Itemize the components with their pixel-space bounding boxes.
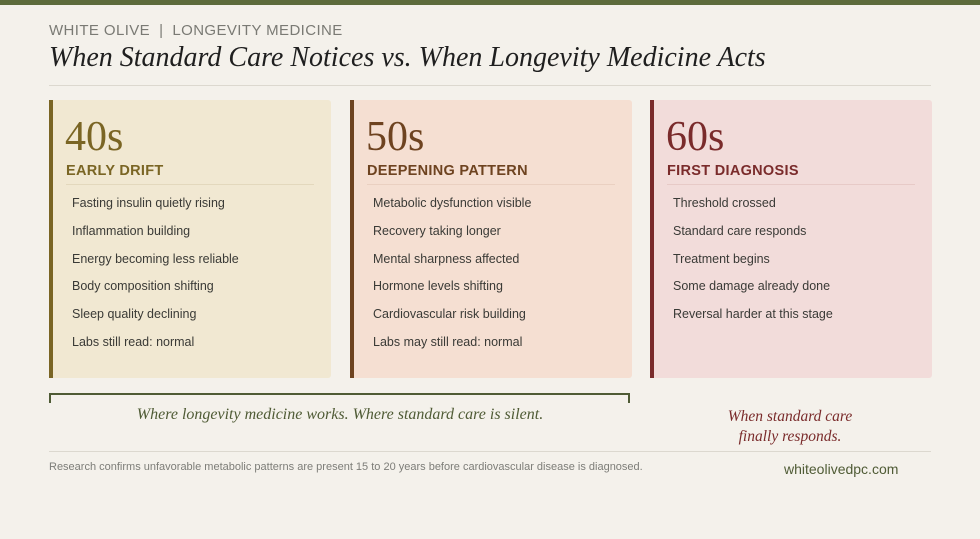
card-decade: 60s [666, 114, 725, 160]
list-item: Standard care responds [673, 223, 807, 238]
card-decade: 40s [65, 114, 124, 160]
list-item: Labs may still read: normal [373, 334, 523, 349]
list-item: Some damage already done [673, 279, 831, 294]
list-item: Recovery taking longer [373, 223, 501, 238]
standard-care-caption: When standard care finally responds. [690, 407, 890, 447]
list-item: Metabolic dysfunction visible [373, 196, 532, 210]
longevity-caption: Where longevity medicine works. Where st… [136, 406, 544, 423]
list-item: Body composition shifting [72, 279, 214, 294]
card-divider [66, 184, 314, 185]
website-link[interactable]: whiteolivedpc.com [784, 461, 899, 477]
card-accent-bar [49, 100, 53, 378]
standard-care-caption-line: When standard care [727, 408, 853, 425]
card-stage-title: EARLY DRIFT [66, 163, 164, 179]
list-item: Labs still read: normal [72, 334, 195, 349]
top-accent-bar [0, 0, 980, 5]
list-item: Threshold crossed [673, 196, 776, 210]
brand-header: WHITE OLIVE | LONGEVITY MEDICINE [49, 22, 343, 39]
page-title: When Standard Care Notices vs. When Long… [49, 42, 766, 73]
card-stage-title: DEEPENING PATTERN [367, 163, 528, 179]
card-accent-bar [650, 100, 654, 378]
card-item-list: Threshold crossed Standard care responds… [673, 194, 833, 333]
brand-name: WHITE OLIVE [49, 22, 151, 39]
list-item: Cardiovascular risk building [373, 307, 526, 322]
brand-separator: | [159, 22, 164, 39]
list-item: Reversal harder at this stage [673, 307, 833, 322]
list-item: Treatment begins [673, 251, 770, 266]
brand-tagline: LONGEVITY MEDICINE [172, 22, 343, 39]
card-divider [367, 184, 615, 185]
footer-divider [49, 451, 931, 452]
card-accent-bar [350, 100, 354, 378]
card-decade: 50s [366, 114, 425, 160]
standard-care-caption-line: finally responds. [738, 428, 842, 445]
card-stage-title: FIRST DIAGNOSIS [667, 163, 799, 179]
list-item: Energy becoming less reliable [72, 251, 239, 266]
longevity-window-bracket [49, 393, 630, 403]
stage-card-40s: 40s EARLY DRIFT Fasting insulin quietly … [49, 100, 331, 378]
research-footnote: Research confirms unfavorable metabolic … [49, 461, 643, 473]
card-divider [667, 184, 915, 185]
card-item-list: Metabolic dysfunction visible Recovery t… [373, 194, 531, 361]
list-item: Fasting insulin quietly rising [72, 196, 225, 210]
list-item: Sleep quality declining [72, 307, 197, 322]
card-item-list: Fasting insulin quietly rising Inflammat… [72, 194, 239, 361]
list-item: Mental sharpness affected [373, 251, 520, 266]
title-divider [49, 85, 931, 86]
list-item: Inflammation building [72, 223, 191, 238]
list-item: Hormone levels shifting [373, 279, 503, 294]
stage-card-60s: 60s FIRST DIAGNOSIS Threshold crossed St… [650, 100, 932, 378]
stage-card-50s: 50s DEEPENING PATTERN Metabolic dysfunct… [350, 100, 632, 378]
